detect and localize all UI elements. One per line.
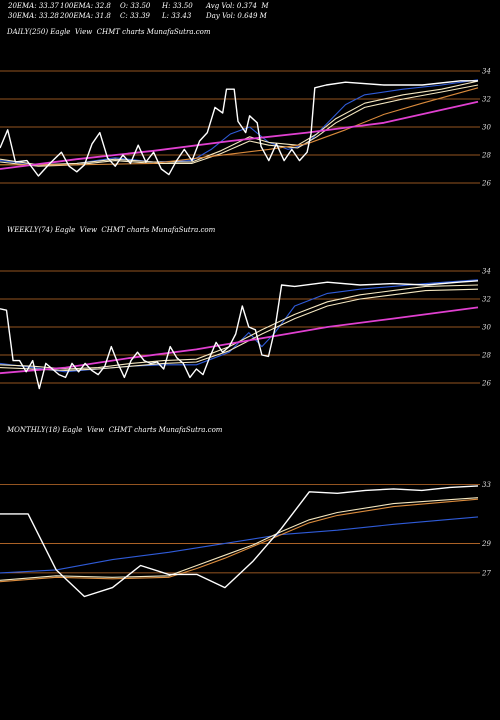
series-line-ema30 bbox=[0, 497, 479, 581]
series-line-ema200 bbox=[0, 306, 479, 375]
header-day-vol: Day Vol: 0.649 M bbox=[206, 12, 267, 20]
header-30ema: 30EMA: 33.28 bbox=[8, 12, 59, 20]
header-avg-vol: Avg Vol: 0.374 M bbox=[206, 2, 269, 10]
monthly-chart-title: MONTHLY(18) Eagle View CHMT charts Munaf… bbox=[7, 426, 223, 434]
y-tick-label: 32 bbox=[482, 96, 491, 104]
panel-0: 34 32 30 28 26 bbox=[0, 68, 491, 188]
header-100ema: 100EMA: 32.8 bbox=[60, 2, 111, 10]
y-tick-label: 30 bbox=[482, 124, 491, 132]
y-tick-label: 30 bbox=[482, 324, 491, 332]
series-line-ema30b bbox=[0, 84, 479, 167]
series-line-ema20 bbox=[0, 516, 479, 574]
y-tick-label: 29 bbox=[481, 540, 491, 548]
y-tick-label: 28 bbox=[481, 152, 491, 160]
panel-1: 34 32 30 28 26 bbox=[0, 268, 491, 390]
y-tick-label: 34 bbox=[482, 68, 491, 76]
panel-2: 33 29 27 bbox=[0, 481, 491, 598]
header-low: L: 33.43 bbox=[162, 12, 192, 20]
daily-chart-title: DAILY(250) Eagle View CHMT charts Munafa… bbox=[7, 28, 211, 36]
weekly-chart-title: WEEKLY(74) Eagle View CHMT charts Munafa… bbox=[7, 226, 216, 234]
header-high: H: 33.50 bbox=[162, 2, 193, 10]
series-line-ema200 bbox=[0, 100, 479, 170]
series-line-price bbox=[0, 485, 479, 598]
series-line-price bbox=[0, 80, 478, 177]
header-open: O: 33.50 bbox=[120, 2, 151, 10]
series-line-ema30 bbox=[0, 80, 479, 166]
series-line-ema30b bbox=[0, 498, 479, 583]
y-tick-label: 27 bbox=[481, 569, 491, 577]
y-tick-label: 26 bbox=[481, 380, 491, 388]
series-line-ema30b bbox=[0, 288, 479, 371]
series-line-price bbox=[0, 280, 479, 390]
header-200ema: 200EMA: 31.8 bbox=[60, 12, 111, 20]
y-tick-label: 32 bbox=[482, 296, 491, 304]
header-20ema: 20EMA: 33.37 bbox=[8, 2, 59, 10]
y-tick-label: 34 bbox=[482, 268, 491, 276]
series-line-ema100 bbox=[0, 87, 479, 166]
y-tick-label: 33 bbox=[482, 481, 491, 489]
header-close: C: 33.39 bbox=[120, 12, 150, 20]
y-tick-label: 26 bbox=[481, 180, 491, 188]
y-tick-label: 28 bbox=[481, 352, 491, 360]
